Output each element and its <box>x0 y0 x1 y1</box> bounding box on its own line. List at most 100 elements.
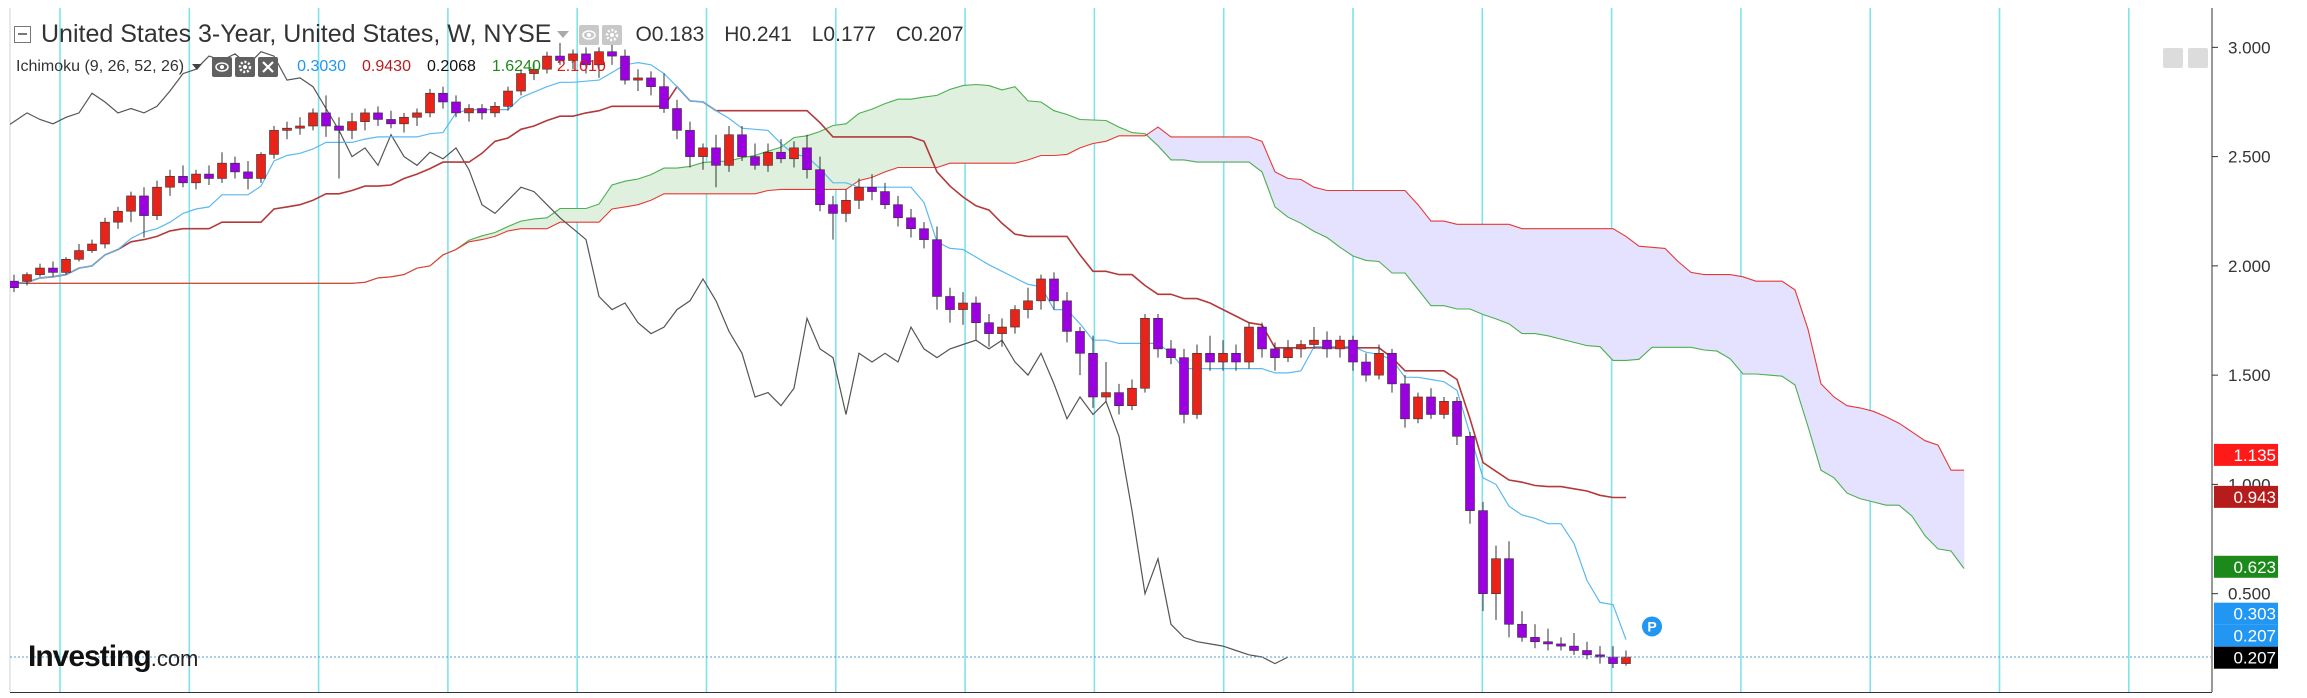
indicator-dropdown-chevron-icon[interactable] <box>192 64 203 70</box>
candle[interactable] <box>10 274 19 293</box>
candle[interactable] <box>1361 353 1371 382</box>
candle[interactable] <box>503 86 513 111</box>
candle[interactable] <box>1595 646 1605 664</box>
candle[interactable] <box>217 152 227 183</box>
candle[interactable] <box>594 47 604 78</box>
candle[interactable] <box>828 195 838 240</box>
event-marker[interactable]: P <box>1642 616 1662 637</box>
candle[interactable] <box>113 206 123 229</box>
candle[interactable] <box>1101 362 1111 402</box>
candle[interactable] <box>854 178 864 210</box>
candle[interactable] <box>1530 624 1540 649</box>
candle[interactable] <box>100 217 110 249</box>
candle[interactable] <box>152 180 162 220</box>
candle[interactable] <box>1010 305 1020 334</box>
candle[interactable] <box>529 62 539 81</box>
candle[interactable] <box>1335 335 1345 358</box>
candle[interactable] <box>35 263 45 277</box>
candle[interactable] <box>243 160 253 190</box>
candle[interactable] <box>724 126 734 172</box>
candle[interactable] <box>1517 611 1527 642</box>
candle[interactable] <box>48 261 58 277</box>
candle[interactable] <box>516 69 526 96</box>
candle[interactable] <box>386 110 396 129</box>
candle[interactable] <box>360 108 370 131</box>
candle[interactable] <box>906 209 916 238</box>
candle[interactable] <box>685 121 695 168</box>
candle[interactable] <box>1088 335 1098 408</box>
candle[interactable] <box>477 104 487 120</box>
candle[interactable] <box>1426 388 1436 419</box>
candle[interactable] <box>126 191 136 223</box>
candle[interactable] <box>1504 541 1514 638</box>
candle[interactable] <box>334 117 344 179</box>
candle[interactable] <box>1387 348 1397 393</box>
indicator-visibility-icon[interactable] <box>212 57 233 77</box>
candle[interactable] <box>737 126 747 161</box>
scroll-left-icon[interactable] <box>2163 48 2183 68</box>
candle[interactable] <box>711 134 721 188</box>
candle[interactable] <box>1569 632 1579 655</box>
candle[interactable] <box>1192 344 1202 419</box>
candle[interactable] <box>1582 641 1592 660</box>
candle[interactable] <box>646 71 656 96</box>
candle[interactable] <box>22 272 32 286</box>
candle[interactable] <box>1478 501 1488 612</box>
candle[interactable] <box>1075 327 1085 376</box>
indicator-close-icon[interactable] <box>258 57 279 77</box>
candle[interactable] <box>1257 322 1267 358</box>
scroll-right-icon[interactable] <box>2188 48 2208 68</box>
candle[interactable] <box>1452 396 1462 446</box>
candle[interactable] <box>1296 340 1306 358</box>
candle[interactable] <box>269 126 279 159</box>
candle[interactable] <box>1127 379 1137 411</box>
candle[interactable] <box>672 99 682 140</box>
candle[interactable] <box>997 318 1007 347</box>
candle[interactable] <box>399 112 409 133</box>
candle[interactable] <box>373 106 383 127</box>
candle[interactable] <box>1413 392 1423 424</box>
collapse-icon[interactable] <box>14 26 31 43</box>
candle[interactable] <box>698 143 708 170</box>
candle[interactable] <box>191 169 201 190</box>
candle[interactable] <box>1608 646 1618 668</box>
candle[interactable] <box>1231 344 1241 371</box>
candle[interactable] <box>295 117 305 135</box>
candle[interactable] <box>282 121 292 140</box>
candle[interactable] <box>945 287 955 323</box>
candle[interactable] <box>1153 313 1163 358</box>
visibility-icon[interactable] <box>579 24 600 45</box>
candle[interactable] <box>347 112 357 140</box>
candle[interactable] <box>581 47 591 74</box>
candle[interactable] <box>1374 344 1384 380</box>
candle[interactable] <box>204 165 214 186</box>
candle[interactable] <box>1322 331 1332 358</box>
candle[interactable] <box>1491 545 1501 620</box>
candle[interactable] <box>1179 348 1189 424</box>
candle[interactable] <box>1621 650 1631 666</box>
candle[interactable] <box>87 239 97 253</box>
candle[interactable] <box>438 86 448 109</box>
candle[interactable] <box>1166 340 1176 365</box>
indicator-settings-gear-icon[interactable] <box>235 57 256 77</box>
candle[interactable] <box>568 49 578 70</box>
candle[interactable] <box>1556 637 1566 651</box>
candle[interactable] <box>789 141 799 168</box>
candle[interactable] <box>1348 335 1358 371</box>
symbol-dropdown-chevron-icon[interactable] <box>557 31 570 38</box>
candle[interactable] <box>633 69 643 92</box>
candle[interactable] <box>1205 335 1215 371</box>
candle[interactable] <box>1062 292 1072 343</box>
candle[interactable] <box>984 313 994 347</box>
candle[interactable] <box>763 143 773 172</box>
candle[interactable] <box>776 139 786 164</box>
candle[interactable] <box>555 42 565 65</box>
candle[interactable] <box>750 143 760 170</box>
candle[interactable] <box>178 165 188 188</box>
candle[interactable] <box>1244 322 1254 369</box>
candle[interactable] <box>74 244 84 262</box>
candle[interactable] <box>867 174 877 201</box>
candle[interactable] <box>1465 431 1475 524</box>
candle[interactable] <box>464 104 474 122</box>
